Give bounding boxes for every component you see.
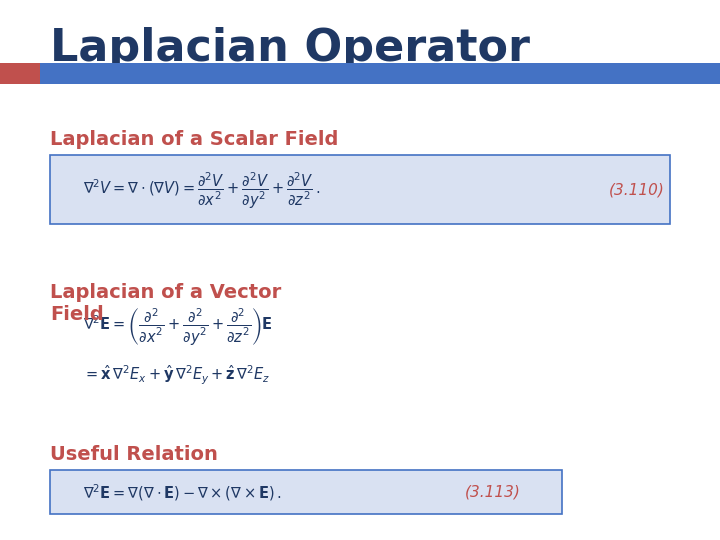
Bar [0, 63, 40, 84]
Text: $= \hat{\mathbf{x}}\, \nabla^2 E_x + \hat{\mathbf{y}}\, \nabla^2 E_y + \hat{\mat: $= \hat{\mathbf{x}}\, \nabla^2 E_x + \ha… [83, 363, 270, 387]
Bar [50, 470, 562, 514]
Text: Laplacian of a Vector
Field: Laplacian of a Vector Field [50, 284, 282, 325]
Bar [50, 155, 670, 224]
Text: Useful Relation: Useful Relation [50, 446, 218, 464]
Text: $\nabla^2 \mathbf{E} = \nabla(\nabla \cdot \mathbf{E}) - \nabla \times (\nabla \: $\nabla^2 \mathbf{E} = \nabla(\nabla \cd… [83, 482, 282, 503]
Text: $\nabla^2 \mathbf{E} = \left( \dfrac{\partial^2}{\partial x^2} + \dfrac{\partial: $\nabla^2 \mathbf{E} = \left( \dfrac{\pa… [83, 306, 273, 347]
Bar [40, 63, 720, 84]
Text: $\nabla^2 V = \nabla \cdot (\nabla V) = \dfrac{\partial^2 V}{\partial x^2} + \df: $\nabla^2 V = \nabla \cdot (\nabla V) = … [83, 170, 320, 211]
Text: Laplacian of a Scalar Field: Laplacian of a Scalar Field [50, 130, 339, 148]
Text: Laplacian Operator: Laplacian Operator [50, 27, 531, 70]
Text: (3.113): (3.113) [465, 485, 521, 500]
Text: (3.110): (3.110) [609, 183, 665, 198]
